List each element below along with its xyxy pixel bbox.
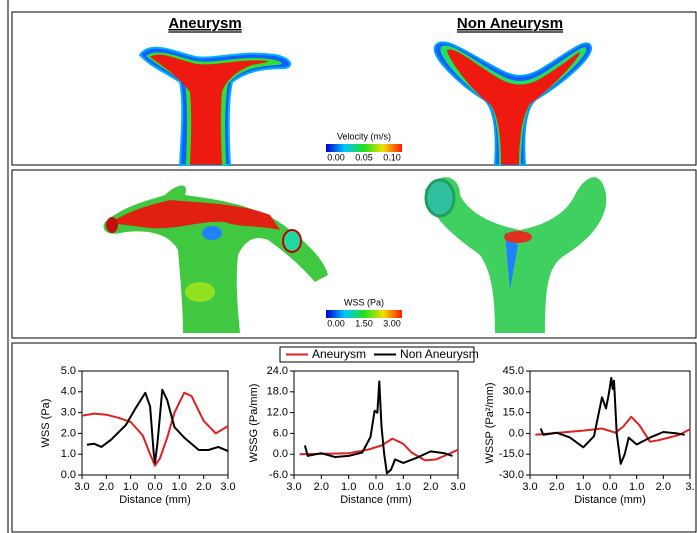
y-tick-label: 5.0 <box>61 365 76 377</box>
x-tick-label: 3.0 <box>220 481 235 493</box>
panel-title: Aneurysm <box>168 15 241 32</box>
x-tick-label: 3.0 <box>286 481 301 493</box>
x-tick-label: 3. <box>685 481 694 493</box>
y-tick-label: 0.0 <box>273 448 288 460</box>
series-line <box>303 380 453 475</box>
x-tick-label: 2.0 <box>99 481 114 493</box>
x-tick-label: 1.0 <box>341 481 356 493</box>
x-tick-label: 1.0 <box>396 481 411 493</box>
x-axis-label: Distance (mm) <box>119 494 191 506</box>
y-tick-label: 4.0 <box>61 386 76 398</box>
non-aneurysm-velocity-render <box>433 41 593 166</box>
aneurysm-velocity-render <box>138 46 292 166</box>
x-tick-label: 3.0 <box>522 481 537 493</box>
y-tick-label: -30.0 <box>499 469 524 481</box>
y-tick-label: 18.0 <box>267 386 288 398</box>
y-tick-label: 30.0 <box>503 386 524 398</box>
y-tick-label: -6.0 <box>269 469 288 481</box>
series-line <box>299 437 459 462</box>
panel-title: Non Aneurysm <box>457 15 563 32</box>
colorbar-tick-label: 0.00 <box>327 152 345 162</box>
x-tick-label: 1.0 <box>123 481 138 493</box>
x-tick-label: 1.0 <box>576 481 591 493</box>
y-tick-label: -15.0 <box>499 448 524 460</box>
x-axis-label: Distance (mm) <box>340 494 412 506</box>
colorbar-tick-label: 3.00 <box>383 318 401 328</box>
series-line <box>539 376 685 465</box>
y-tick-label: 12.0 <box>267 407 288 419</box>
y-tick-label: 24.0 <box>267 365 288 377</box>
series-line <box>81 391 229 467</box>
x-tick-label: 2.0 <box>314 481 329 493</box>
y-axis-label: WSS (Pa) <box>40 399 52 448</box>
colorbar-tick-label: 1.50 <box>355 318 373 328</box>
x-tick-label: 2.0 <box>196 481 211 493</box>
aneurysm-wss-render <box>103 185 328 333</box>
y-tick-label: 6.0 <box>273 427 288 439</box>
x-tick-label: 0.0 <box>368 481 383 493</box>
colorbar-tick-label: 0.05 <box>355 152 373 162</box>
x-tick-label: 0.0 <box>602 481 617 493</box>
y-tick-label: 0.0 <box>509 427 524 439</box>
x-axis-label: Distance (mm) <box>574 494 646 506</box>
colorbar-tick-label: 0.10 <box>383 152 401 162</box>
colorbar-tick-label: 0.00 <box>327 318 345 328</box>
legend-label: Aneurysm <box>312 347 366 361</box>
x-tick-label: 3.0 <box>450 481 465 493</box>
x-tick-label: 2.0 <box>656 481 671 493</box>
colorbar-label: Velocity (m/s) <box>337 131 391 141</box>
x-tick-label: 0.0 <box>147 481 162 493</box>
y-tick-label: 15.0 <box>503 407 524 419</box>
series-line <box>86 388 229 464</box>
x-tick-label: 2.0 <box>423 481 438 493</box>
y-axis-label: WSSP (Pa²/mm) <box>484 382 496 463</box>
series-line <box>535 415 691 443</box>
velocity-colorbar <box>326 144 402 152</box>
y-tick-label: 2.0 <box>61 427 76 439</box>
y-axis-label: WSSG (Pa/mm) <box>248 384 260 463</box>
non-aneurysm-wss-render <box>424 177 607 333</box>
plots-panel <box>11 342 697 533</box>
x-tick-label: 2.0 <box>549 481 564 493</box>
y-tick-label: 45.0 <box>503 365 524 377</box>
y-tick-label: 1.0 <box>61 448 76 460</box>
x-tick-label: 3.0 <box>74 481 89 493</box>
y-tick-label: 3.0 <box>61 407 76 419</box>
legend-label: Non Aneurysm <box>400 347 479 361</box>
y-tick-label: 0.0 <box>61 469 76 481</box>
x-tick-label: 1.0 <box>172 481 187 493</box>
wss-panel <box>11 169 697 339</box>
wss-colorbar <box>326 310 402 318</box>
velocity-panel <box>11 11 697 166</box>
colorbar-label: WSS (Pa) <box>344 297 384 307</box>
x-tick-label: 1.0 <box>629 481 644 493</box>
